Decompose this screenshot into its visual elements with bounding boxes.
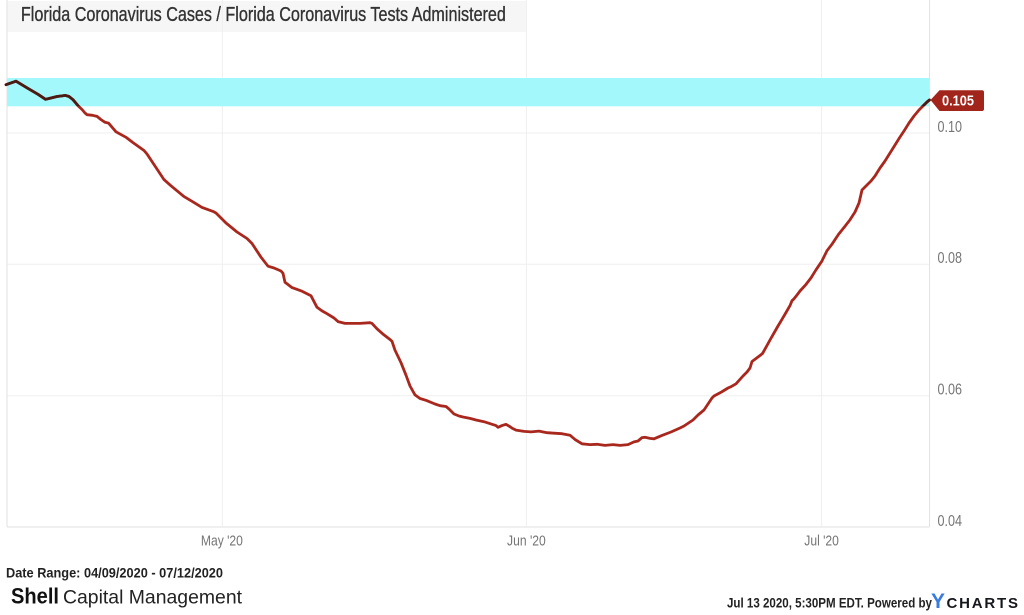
svg-text:Jun '20: Jun '20 [507, 534, 546, 550]
svg-text:Florida Coronavirus Cases / Fl: Florida Coronavirus Cases / Florida Coro… [21, 4, 506, 26]
svg-text:Shell: Shell [11, 584, 59, 609]
svg-text:Jul '20: Jul '20 [804, 534, 839, 550]
svg-text:CHARTS: CHARTS [947, 595, 1019, 612]
svg-text:Jul 13 2020, 5:30PM EDT. Power: Jul 13 2020, 5:30PM EDT. Powered by [727, 595, 932, 611]
svg-text:May '20: May '20 [201, 534, 243, 550]
svg-text:Date Range: 04/09/2020 - 07/12: Date Range: 04/09/2020 - 07/12/2020 [6, 565, 223, 581]
svg-text:0.04: 0.04 [938, 513, 963, 530]
svg-text:Y: Y [931, 590, 945, 613]
svg-text:0.105: 0.105 [942, 92, 974, 109]
svg-text:Capital Management: Capital Management [63, 587, 243, 609]
svg-text:0.10: 0.10 [938, 119, 963, 136]
svg-text:0.06: 0.06 [938, 382, 963, 399]
svg-text:0.08: 0.08 [938, 250, 963, 267]
